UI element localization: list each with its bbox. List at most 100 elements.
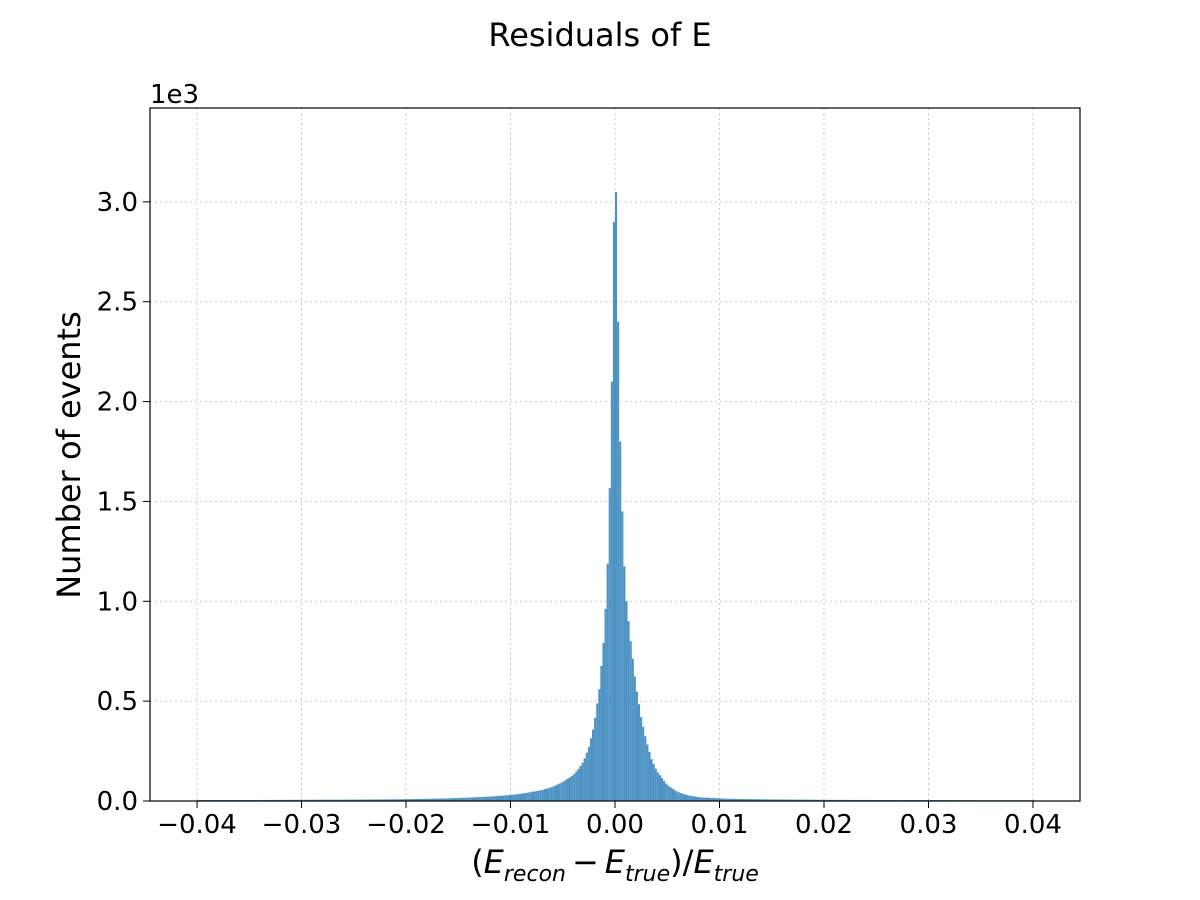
- x-axis-title-e1: E: [484, 843, 505, 881]
- histogram-bar-138: [485, 796, 488, 801]
- histogram-bar-70: [343, 799, 346, 801]
- histogram-bar-234: [686, 795, 689, 801]
- histogram-bar-222: [660, 778, 664, 801]
- histogram-bar-182: [577, 769, 580, 801]
- histogram-bar-239: [696, 797, 699, 801]
- histogram-bar-131: [470, 797, 473, 801]
- histogram-bar-221: [658, 775, 661, 801]
- histogram-bar-178: [569, 777, 572, 801]
- histogram-bar-98: [401, 799, 404, 801]
- histogram-bar-127: [462, 797, 465, 801]
- histogram-bar-141: [491, 796, 494, 801]
- histogram-bar-285: [792, 799, 795, 801]
- histogram-bar-71: [345, 799, 348, 801]
- histogram-bar-299: [821, 799, 824, 801]
- histogram-bar-232: [681, 793, 684, 801]
- x-tick-label-4: 0.00: [586, 810, 644, 840]
- histogram-bar-248: [715, 798, 718, 801]
- histogram-bar-75: [353, 799, 356, 801]
- histogram-bar-57: [316, 799, 319, 801]
- y-tick-label-3: 1.5: [97, 487, 138, 517]
- histogram-bar-274: [769, 799, 772, 801]
- x-tick-label-1: −0.03: [262, 810, 342, 840]
- histogram-bar-181: [575, 771, 578, 801]
- histogram-bar-214: [644, 736, 647, 801]
- histogram-bar-244: [706, 797, 710, 801]
- histogram-bar-186: [585, 752, 588, 801]
- histogram-bar-290: [803, 799, 806, 801]
- histogram-bar-187: [587, 747, 590, 801]
- histogram-bar-116: [439, 798, 442, 801]
- histogram-bar-286: [794, 799, 797, 801]
- histogram-bar-203: [621, 511, 624, 801]
- histogram-bar-224: [665, 783, 668, 801]
- histogram-bar-267: [755, 799, 758, 801]
- histogram-bar-197: [608, 488, 611, 801]
- histogram-bar-53: [307, 799, 310, 801]
- histogram-bar-86: [376, 799, 379, 801]
- histogram-bar-113: [433, 798, 436, 801]
- histogram-bar-271: [763, 799, 766, 801]
- histogram-bar-148: [506, 795, 509, 801]
- histogram-bar-195: [604, 608, 607, 801]
- histogram-bar-115: [437, 798, 440, 801]
- histogram-bar-88: [380, 799, 384, 801]
- histogram-bar-218: [652, 763, 655, 801]
- histogram-bar-265: [750, 799, 753, 801]
- histogram-bar-90: [385, 799, 388, 801]
- histogram-bar-269: [759, 799, 762, 801]
- histogram-bar-276: [773, 799, 776, 801]
- histogram-bar-144: [497, 795, 501, 801]
- histogram-bar-291: [805, 799, 808, 801]
- histogram-bar-279: [780, 799, 783, 801]
- histogram-bar-183: [579, 765, 582, 801]
- histogram-bar-297: [817, 799, 820, 801]
- histogram-bar-143: [495, 796, 498, 801]
- histogram-bar-129: [466, 797, 469, 801]
- y-tick-label-4: 2.0: [97, 388, 138, 418]
- histogram-bar-123: [454, 798, 457, 801]
- histogram-bar-95: [395, 799, 398, 801]
- histogram-bar-145: [500, 795, 503, 801]
- x-tick-label-2: −0.02: [366, 810, 446, 840]
- histogram-bar-122: [451, 798, 455, 801]
- y-offset-text: 1e3: [150, 80, 199, 110]
- histogram-bar-230: [677, 792, 680, 801]
- histogram-bar-83: [370, 799, 373, 801]
- histogram-bar-162: [535, 791, 538, 801]
- histogram-bar-295: [813, 799, 816, 801]
- histogram-bar-96: [397, 799, 400, 801]
- histogram-bar-213: [642, 726, 645, 801]
- histogram-bar-210: [635, 691, 638, 801]
- histogram-bar-256: [732, 798, 735, 801]
- histogram-bar-225: [667, 785, 670, 801]
- histogram-bar-245: [709, 797, 712, 801]
- histogram-bar-167: [546, 788, 549, 801]
- x-axis-title-slash: /: [683, 843, 694, 881]
- histogram-bar-79: [362, 799, 365, 801]
- histogram-bar-272: [765, 799, 768, 801]
- chart-title: Residuals of E: [488, 16, 711, 54]
- histogram-bar-171: [554, 785, 557, 801]
- histogram-bar-150: [510, 794, 513, 801]
- histogram-bar-216: [648, 751, 651, 801]
- histogram-bar-134: [477, 797, 480, 801]
- y-axis-title: Number of events: [50, 311, 88, 599]
- histogram-bar-275: [771, 799, 774, 801]
- histogram-bar-257: [734, 798, 737, 801]
- histogram-bar-278: [778, 799, 781, 801]
- histogram-bar-112: [431, 798, 434, 801]
- histogram-bar-84: [372, 799, 375, 801]
- histogram-bar-58: [318, 799, 321, 801]
- histogram-bar-251: [721, 798, 724, 801]
- histogram-bar-157: [525, 792, 528, 801]
- histogram-bar-114: [435, 798, 438, 801]
- histogram-bar-179: [571, 775, 574, 801]
- histogram-bar-161: [533, 791, 536, 801]
- histogram-bar-99: [403, 799, 407, 801]
- histogram-bar-124: [456, 798, 459, 801]
- histogram-bar-111: [429, 798, 432, 801]
- histogram-bar-284: [790, 799, 793, 801]
- histogram-bar-266: [752, 799, 756, 801]
